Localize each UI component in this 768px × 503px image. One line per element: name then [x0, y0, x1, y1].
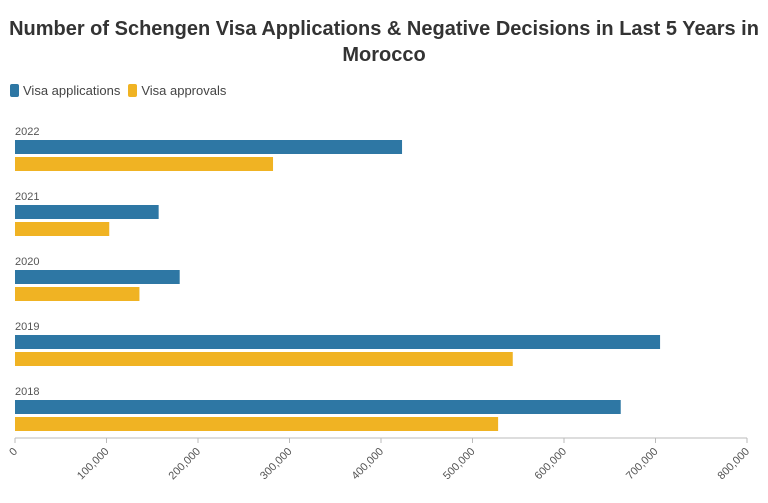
bar-2021-approvals: [15, 222, 110, 236]
legend-label-applications: Visa applications: [23, 83, 121, 98]
category-label-2019: 2019: [15, 321, 39, 333]
bar-2018-approvals: [15, 417, 499, 431]
legend: Visa applications Visa approvals: [10, 83, 234, 98]
category-label-2020: 2020: [15, 256, 39, 268]
bar-2020-applications: [15, 270, 180, 284]
category-label-2018: 2018: [15, 386, 39, 398]
legend-item-applications[interactable]: Visa applications: [10, 83, 120, 98]
x-tick-label-5: 500,000: [441, 446, 478, 483]
bar-2019-applications: [15, 335, 661, 349]
bar-2022-approvals: [15, 157, 274, 171]
x-tick-label-1: 100,000: [75, 446, 112, 483]
bar-2018-applications: [15, 400, 621, 414]
category-label-2021: 2021: [15, 191, 39, 203]
legend-item-approvals[interactable]: Visa approvals: [128, 83, 226, 98]
legend-swatch-applications: [10, 84, 19, 97]
bar-2019-approvals: [15, 352, 513, 366]
bar-2022-applications: [15, 140, 403, 154]
x-tick-label-0: 0: [7, 446, 20, 459]
x-tick-label-2: 200,000: [167, 446, 204, 483]
x-tick-label-7: 700,000: [624, 446, 661, 483]
chart-title: Number of Schengen Visa Applications & N…: [9, 18, 759, 66]
category-label-2022: 2022: [15, 126, 39, 138]
x-tick-label-4: 400,000: [350, 446, 387, 483]
legend-swatch-approvals: [128, 84, 138, 97]
x-tick-label-3: 300,000: [258, 446, 295, 483]
x-tick-label-6: 600,000: [533, 446, 570, 483]
x-tick-label-8: 800,000: [716, 446, 753, 483]
bar-2021-applications: [15, 205, 159, 219]
bar-2020-approvals: [15, 287, 140, 301]
legend-label-approvals: Visa approvals: [141, 83, 227, 98]
